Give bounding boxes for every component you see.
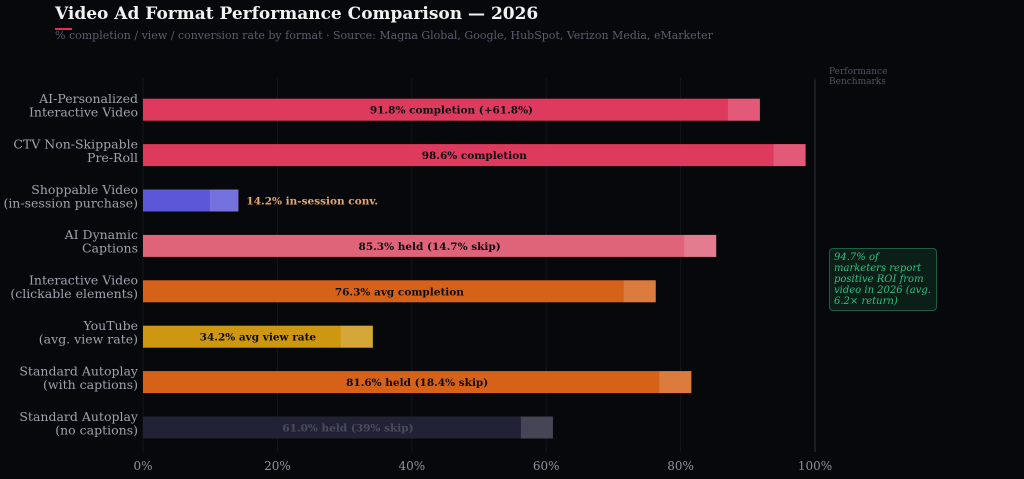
bar-highlight (773, 144, 806, 167)
bar-highlight (340, 325, 373, 348)
bar (143, 144, 806, 167)
bar-value-label: 14.2% in-session conv. (246, 196, 378, 208)
bar (143, 234, 717, 257)
bar-highlight (727, 98, 760, 121)
bar (143, 280, 656, 303)
chart-subtitle: % completion / view / conversion rate by… (55, 29, 713, 42)
bar-value-label: 34.2% avg view rate (200, 332, 317, 344)
category-label: Shoppable Video (31, 182, 138, 197)
bar-value-label: 81.6% held (18.4% skip) (346, 377, 488, 389)
bar (143, 371, 692, 394)
bar-value-label: 85.3% held (14.7% skip) (359, 241, 501, 253)
category-label: Interactive Video (29, 104, 138, 119)
x-tick-label: 0% (133, 459, 152, 473)
bar-value-label: 91.8% completion (+61.8%) (370, 105, 533, 117)
category-label: AI-Personalized (38, 91, 138, 106)
title-accent-line (55, 28, 72, 30)
bar-value-label: 61.0% held (39% skip) (282, 423, 413, 435)
bar-highlight (209, 189, 239, 212)
roi-annotation: 94.7% of marketers report positive ROI f… (829, 248, 937, 311)
x-tick-label: 60% (533, 459, 560, 473)
x-tick-label: 40% (398, 459, 425, 473)
benchmark-label: Performance Benchmarks (829, 67, 888, 87)
x-tick-label: 20% (264, 459, 291, 473)
category-label: Standard Autoplay (19, 363, 139, 378)
bar-highlight (659, 371, 692, 394)
bar-value-label: 76.3% avg completion (335, 286, 464, 298)
category-label: (with captions) (43, 377, 138, 392)
category-label: Standard Autoplay (19, 409, 139, 424)
bar (143, 325, 373, 348)
category-label: (no captions) (55, 422, 138, 437)
chart-title: Video Ad Format Performance Comparison —… (55, 4, 539, 24)
x-tick-label: 80% (667, 459, 694, 473)
category-label: (clickable elements) (10, 286, 138, 301)
category-label: YouTube (82, 318, 138, 333)
bar-highlight (623, 280, 656, 303)
category-label: Captions (82, 241, 138, 256)
bar-highlight (684, 234, 717, 257)
bar-value-label: 98.6% completion (422, 150, 528, 162)
bar (143, 416, 553, 439)
category-label: (avg. view rate) (39, 331, 138, 346)
bar (143, 189, 239, 212)
category-label: CTV Non-Skippable (13, 136, 138, 151)
x-tick-label: 100% (798, 459, 832, 473)
category-label: Interactive Video (29, 273, 138, 288)
bar (143, 98, 760, 121)
category-label: Pre-Roll (87, 150, 138, 165)
bar-highlight (520, 416, 553, 439)
category-label: AI Dynamic (64, 227, 138, 242)
category-label: (in-session purchase) (3, 195, 138, 210)
